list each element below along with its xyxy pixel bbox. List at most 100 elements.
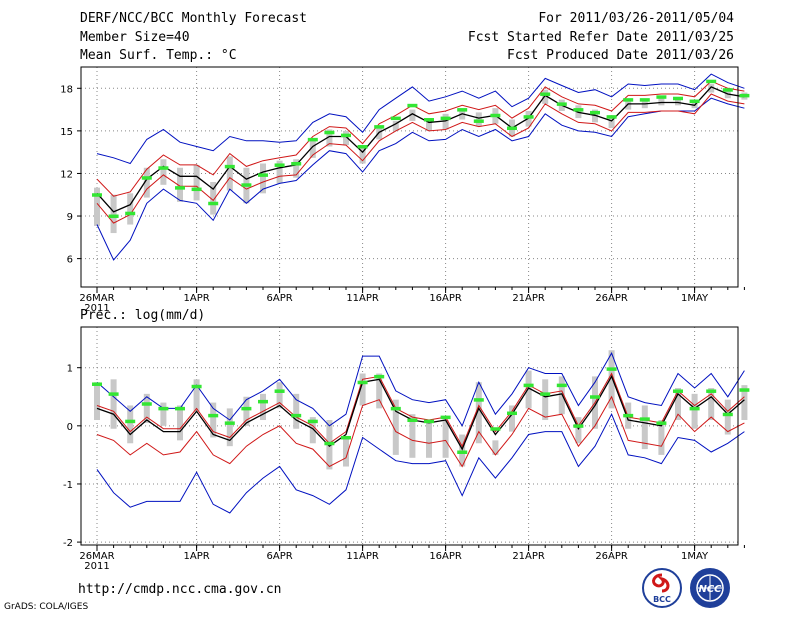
panel2-observed-marker xyxy=(108,392,119,396)
panel1-member-bar xyxy=(193,164,200,201)
panel1-observed-marker xyxy=(739,93,750,98)
panel1-observed-marker xyxy=(656,95,667,99)
panel1-member-bar xyxy=(326,129,333,147)
panel2-observed-marker xyxy=(341,435,351,440)
panel1-ytick-label: 18 xyxy=(60,84,73,95)
panel1-xtick-label: 21APR xyxy=(512,293,545,304)
panel2-observed-marker xyxy=(92,382,102,386)
panel2-member-bar xyxy=(675,388,681,421)
panel2-member-bar xyxy=(243,396,250,426)
panel2-observed-marker xyxy=(507,411,517,416)
panel2-xtick-label: 26MAR xyxy=(79,551,114,562)
panel2-member-bar xyxy=(293,393,300,429)
panel2-observed-marker xyxy=(457,450,468,454)
panel1-member-bar xyxy=(426,118,432,131)
panel1-min-blue-line xyxy=(96,97,745,261)
panel1-xtick-label: 1APR xyxy=(184,293,210,304)
panel1-observed-marker xyxy=(258,173,268,177)
panel2-observed-marker xyxy=(274,389,285,393)
panel2-member-bar xyxy=(143,393,150,423)
panel2-observed-marker xyxy=(656,421,667,425)
panel1-observed-marker xyxy=(324,130,335,135)
panel1-observed-marker xyxy=(424,118,434,122)
panel2-member-bar xyxy=(276,382,283,409)
panel1-member-bar xyxy=(542,89,549,104)
panel2-member-bar xyxy=(575,417,582,444)
panel1-observed-marker xyxy=(224,164,235,169)
panel1-observed-marker xyxy=(457,108,468,112)
panel1-observed-marker xyxy=(590,110,600,115)
panel1-observed-marker xyxy=(623,98,634,102)
variable-label: Mean Surf. Temp.: °C xyxy=(80,48,237,63)
panel2-xtick-label: 26APR xyxy=(595,551,628,562)
panel1-ytick-label: 15 xyxy=(60,127,73,138)
panel1-member-bar xyxy=(376,128,383,140)
panel1-observed-marker xyxy=(473,119,484,123)
panel2-observed-marker xyxy=(208,413,219,418)
panel1-member-bar xyxy=(392,120,399,131)
panel2-member-bar xyxy=(475,382,482,444)
panel2-observed-marker xyxy=(258,399,268,404)
panel2-observed-marker xyxy=(490,427,501,431)
panel2-observed-marker xyxy=(440,415,451,420)
ncc-logo: NCC xyxy=(690,568,730,608)
panel2-observed-marker xyxy=(556,383,567,388)
panel1-member-bar xyxy=(409,109,416,121)
panel1-year-label: 2011 xyxy=(84,303,109,314)
panel1-member-bar xyxy=(127,193,134,225)
panel1-member-bar xyxy=(309,137,316,158)
panel2-min-red-line xyxy=(96,395,745,468)
panel1-observed-marker xyxy=(191,187,202,192)
panel2-mean-line xyxy=(96,374,745,451)
panel2-observed-marker xyxy=(673,389,683,393)
panel2-ytick-label: -2 xyxy=(63,538,73,549)
panel1-observed-marker xyxy=(141,176,152,180)
panel1-member-bar xyxy=(459,109,466,120)
panel1-observed-marker xyxy=(706,79,717,84)
forecast-title: DERF/NCC/BCC Monthly Forecast xyxy=(80,11,307,26)
panel2-observed-marker xyxy=(473,398,484,402)
panel2-observed-marker xyxy=(424,419,434,424)
panel1-member-bar xyxy=(260,163,266,194)
forecast-produced-date: Fcst Produced Date 2011/03/26 xyxy=(507,48,734,63)
panel2-member-bar xyxy=(127,405,134,444)
panel2-xtick-label: 16APR xyxy=(429,551,462,562)
panel1-member-bar xyxy=(160,159,167,185)
panel2-member-bar xyxy=(708,388,715,421)
panel2-member-bar xyxy=(343,437,349,467)
panel1-observed-marker xyxy=(92,193,102,197)
panel1-observed-marker xyxy=(673,96,683,101)
panel1-max-red-line xyxy=(96,80,745,197)
panel2-member-bar xyxy=(160,402,167,426)
panel2-member-bar xyxy=(260,393,266,421)
panel2-observed-marker xyxy=(739,388,750,392)
panel2-observed-marker xyxy=(590,395,600,399)
panel2-observed-marker xyxy=(639,417,650,421)
panel1-member-bar xyxy=(293,159,300,178)
panel1-observed-marker xyxy=(175,186,185,190)
panel2-observed-marker xyxy=(191,384,202,389)
panel1-member-bar xyxy=(359,146,366,164)
panel2-observed-marker xyxy=(141,402,152,406)
panel2-observed-marker xyxy=(606,367,617,371)
panel2-member-bar xyxy=(658,420,665,455)
panel1-member-bar xyxy=(658,98,665,106)
panel2-member-bar xyxy=(409,414,416,458)
panel1-member-bar xyxy=(177,167,183,202)
panel1-observed-marker xyxy=(307,137,318,142)
panel1-member-bar xyxy=(276,160,283,184)
panel1-observed-marker xyxy=(507,126,517,131)
panel1-member-bar xyxy=(675,98,681,106)
panel2-observed-marker xyxy=(623,413,634,418)
panel1-observed-marker xyxy=(274,163,285,167)
panel1-observed-marker xyxy=(158,166,169,170)
panel1-ytick-label: 12 xyxy=(60,169,73,180)
panel2-member-bar xyxy=(525,370,532,409)
panel1-xtick-label: 26MAR xyxy=(79,293,114,304)
panel2-min-blue-line xyxy=(96,413,745,514)
panel2-xtick-label: 11APR xyxy=(346,551,379,562)
source-url[interactable]: http://cmdp.ncc.cma.gov.cn xyxy=(78,582,282,597)
panel2-member-bar xyxy=(691,393,698,429)
panel1-mean-line xyxy=(96,86,745,213)
